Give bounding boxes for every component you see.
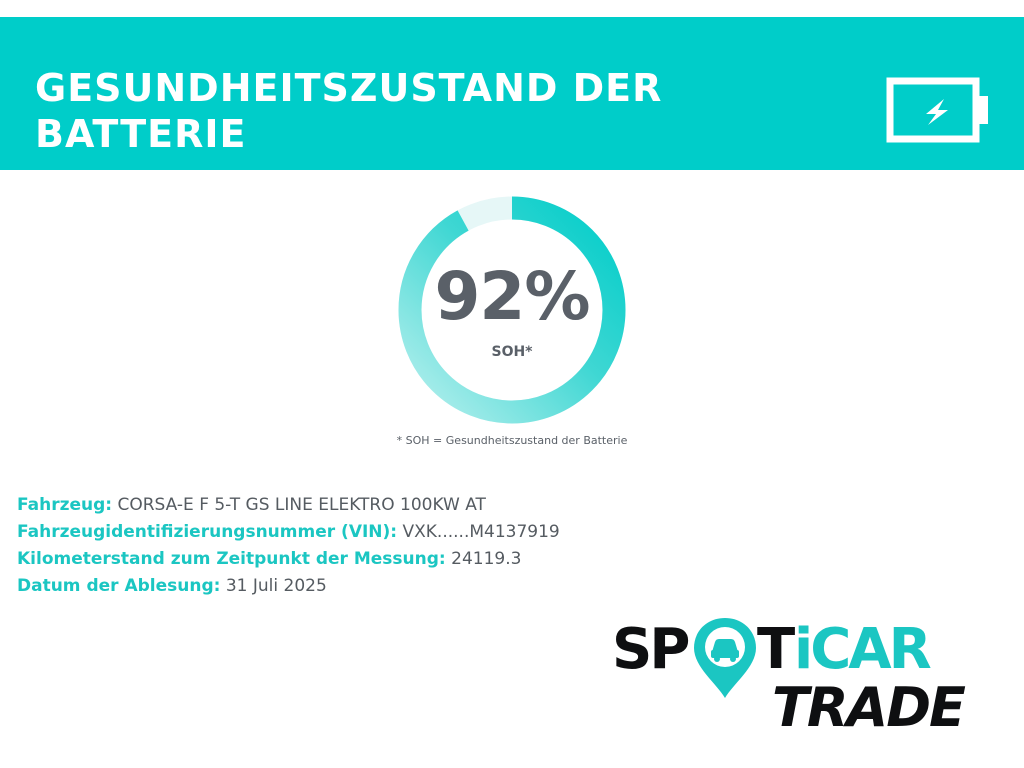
battery-charging-icon [886, 77, 988, 143]
svg-text:iCAR: iCAR [794, 617, 931, 682]
soh-footnote: * SOH = Gesundheitszustand der Batterie [396, 434, 628, 447]
info-value: CORSA-E F 5-T GS LINE ELEKTRO 100KW AT [117, 495, 486, 515]
info-value: VXK......M4137919 [402, 522, 560, 542]
info-key: Datum der Ablesung: [17, 576, 221, 596]
spoticar-trade-logo: SP T iCAR TRADE [612, 617, 968, 736]
info-row-vin: Fahrzeugidentifizierungsnummer (VIN): VX… [17, 519, 657, 546]
info-value: 24119.3 [451, 549, 522, 569]
info-row-date: Datum der Ablesung: 31 Juli 2025 [17, 573, 657, 600]
svg-text:SP: SP [612, 617, 688, 682]
info-key: Fahrzeugidentifizierungsnummer (VIN): [17, 522, 398, 542]
svg-text:T: T [757, 617, 795, 682]
soh-label: SOH* [491, 344, 533, 360]
info-row-mileage: Kilometerstand zum Zeitpunkt der Messung… [17, 546, 657, 573]
header-banner: GESUNDHEITSZUSTAND DER BATTERIE [0, 17, 1024, 170]
svg-text:TRADE: TRADE [772, 676, 966, 736]
soh-gauge-fill [398, 196, 626, 424]
location-pin-icon [694, 618, 756, 698]
soh-gauge-ring [398, 196, 626, 424]
vehicle-info: Fahrzeug: CORSA-E F 5-T GS LINE ELEKTRO … [17, 492, 657, 600]
info-key: Kilometerstand zum Zeitpunkt der Messung… [17, 549, 446, 569]
soh-value: 92% [434, 258, 591, 335]
info-row-vehicle: Fahrzeug: CORSA-E F 5-T GS LINE ELEKTRO … [17, 492, 657, 519]
info-key: Fahrzeug: [17, 495, 113, 515]
page-title: GESUNDHEITSZUSTAND DER BATTERIE [35, 66, 663, 156]
info-value: 31 Juli 2025 [225, 576, 327, 596]
